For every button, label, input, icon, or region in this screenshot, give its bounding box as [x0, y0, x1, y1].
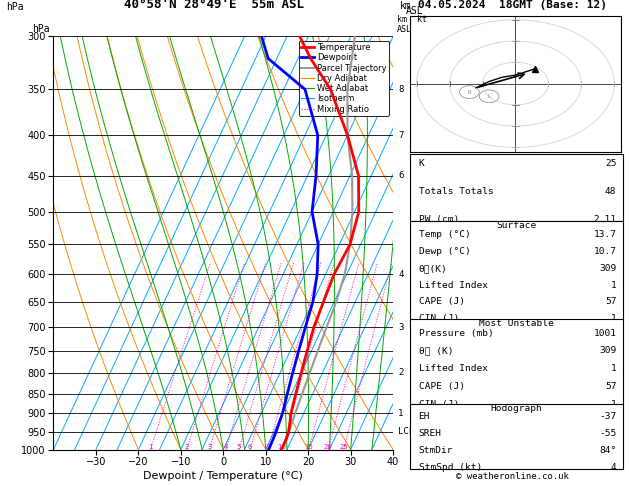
Text: 20: 20	[324, 444, 333, 450]
Text: 84°: 84°	[599, 446, 616, 455]
Text: 7: 7	[398, 131, 404, 139]
Text: Surface: Surface	[496, 221, 537, 230]
Text: CIN (J): CIN (J)	[419, 314, 459, 323]
Text: Pressure (mb): Pressure (mb)	[419, 329, 493, 338]
Text: K: K	[419, 159, 425, 168]
Text: 4: 4	[611, 463, 616, 472]
Text: 2: 2	[398, 368, 404, 378]
Text: 10.7: 10.7	[593, 247, 616, 256]
Text: 1: 1	[611, 364, 616, 373]
Text: 1: 1	[148, 444, 153, 450]
Text: 2: 2	[185, 444, 189, 450]
Text: 48: 48	[605, 187, 616, 196]
Text: 3: 3	[207, 444, 211, 450]
Text: 6: 6	[398, 171, 404, 180]
Text: © weatheronline.co.uk: © weatheronline.co.uk	[456, 472, 569, 481]
Legend: Temperature, Dewpoint, Parcel Trajectory, Dry Adiabat, Wet Adiabat, Isotherm, Mi: Temperature, Dewpoint, Parcel Trajectory…	[299, 41, 389, 116]
Text: 1001: 1001	[593, 329, 616, 338]
Text: 1: 1	[398, 409, 404, 418]
Text: StmSpd (kt): StmSpd (kt)	[419, 463, 482, 472]
Text: LCL: LCL	[398, 428, 415, 436]
Text: StmDir: StmDir	[419, 446, 453, 455]
Text: 57: 57	[605, 382, 616, 391]
Text: R: R	[467, 89, 471, 95]
Text: 8: 8	[398, 85, 404, 94]
Text: 8: 8	[265, 444, 270, 450]
Text: EH: EH	[419, 412, 430, 421]
Text: 25: 25	[605, 159, 616, 168]
Text: θᴇ(K): θᴇ(K)	[419, 264, 447, 273]
Text: 5: 5	[237, 444, 242, 450]
Text: Temp (°C): Temp (°C)	[419, 230, 470, 239]
Text: 40°58'N 28°49'E  55m ASL: 40°58'N 28°49'E 55m ASL	[124, 0, 304, 11]
Text: hPa: hPa	[6, 2, 24, 12]
Text: 309: 309	[599, 264, 616, 273]
Text: 4: 4	[398, 270, 404, 279]
Text: 6: 6	[248, 444, 252, 450]
Text: Hodograph: Hodograph	[491, 404, 542, 414]
Text: 04.05.2024  18GMT (Base: 12): 04.05.2024 18GMT (Base: 12)	[418, 0, 607, 10]
Text: Lifted Index: Lifted Index	[419, 281, 487, 290]
Text: 15: 15	[304, 444, 313, 450]
Text: SREH: SREH	[419, 429, 442, 438]
Text: L: L	[487, 94, 491, 99]
Text: -55: -55	[599, 429, 616, 438]
Text: 10: 10	[277, 444, 287, 450]
Text: Lifted Index: Lifted Index	[419, 364, 487, 373]
Text: km: km	[399, 0, 411, 11]
Text: 1: 1	[611, 314, 616, 323]
X-axis label: Dewpoint / Temperature (°C): Dewpoint / Temperature (°C)	[143, 471, 303, 481]
Text: 1: 1	[611, 281, 616, 290]
Text: 1: 1	[611, 399, 616, 409]
Text: 57: 57	[605, 297, 616, 307]
Text: 2.11: 2.11	[593, 215, 616, 224]
Text: hPa: hPa	[33, 24, 50, 35]
Text: 4: 4	[224, 444, 228, 450]
Text: -37: -37	[599, 412, 616, 421]
Text: Dewp (°C): Dewp (°C)	[419, 247, 470, 256]
Text: CAPE (J): CAPE (J)	[419, 382, 465, 391]
Text: Most Unstable: Most Unstable	[479, 319, 554, 329]
Text: θᴇ (K): θᴇ (K)	[419, 347, 453, 355]
Text: CIN (J): CIN (J)	[419, 399, 459, 409]
Text: 3: 3	[398, 323, 404, 331]
Text: 309: 309	[599, 347, 616, 355]
Text: kt: kt	[416, 15, 426, 24]
Text: PW (cm): PW (cm)	[419, 215, 459, 224]
Text: km
ASL: km ASL	[396, 15, 411, 35]
Text: CAPE (J): CAPE (J)	[419, 297, 465, 307]
Text: 25: 25	[340, 444, 348, 450]
Text: ASL: ASL	[406, 6, 423, 16]
Text: 13.7: 13.7	[593, 230, 616, 239]
Text: Totals Totals: Totals Totals	[419, 187, 493, 196]
